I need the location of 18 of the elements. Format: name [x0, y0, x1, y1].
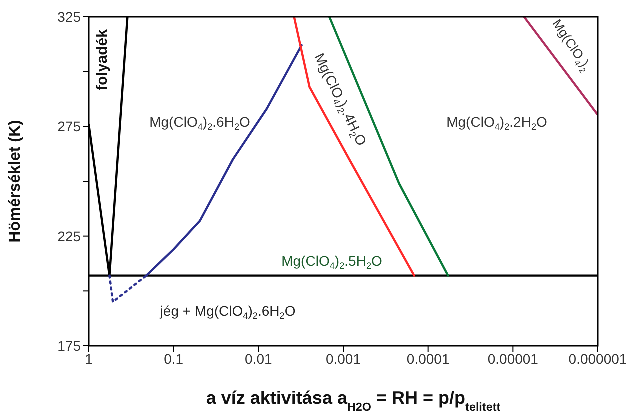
x-tick-label: 0.000001 — [568, 350, 627, 367]
x-tick-label: 0.1 — [164, 350, 184, 367]
annotation: folyadék — [94, 28, 111, 90]
y-tick-label: 175 — [58, 338, 82, 354]
x-tick-label: 0.00001 — [488, 350, 539, 367]
x-tick-label: 0.0001 — [406, 350, 450, 367]
annotation: Mg(ClO$_{4}$)$_{2}$.2H$_{2}$O — [446, 114, 548, 132]
x-tick-label: 1 — [85, 350, 94, 367]
annotation: jég + Mg(ClO$_{4}$)$_{2}$.6H$_{2}$O — [159, 302, 296, 322]
y-tick-label: 325 — [58, 8, 82, 25]
annotation: Mg(ClO$_{4}$)$_{2}$.6H$_{2}$O — [150, 114, 250, 132]
x-axis-title: a víz aktivitása a$_{H2O}$ = RH = p/p$_{telitett}$ — [206, 388, 501, 414]
x-tick-label: 0.001 — [326, 350, 362, 367]
annotation: Mg(ClO$_{4}$)$_{2}$.5H$_{2}$O — [282, 252, 382, 272]
y-tick-label: 225 — [58, 228, 82, 244]
y-tick-label: 275 — [58, 118, 82, 135]
x-tick-label: 0.01 — [245, 350, 273, 367]
y-axis-title: Hömérséklet (K) — [7, 120, 24, 243]
